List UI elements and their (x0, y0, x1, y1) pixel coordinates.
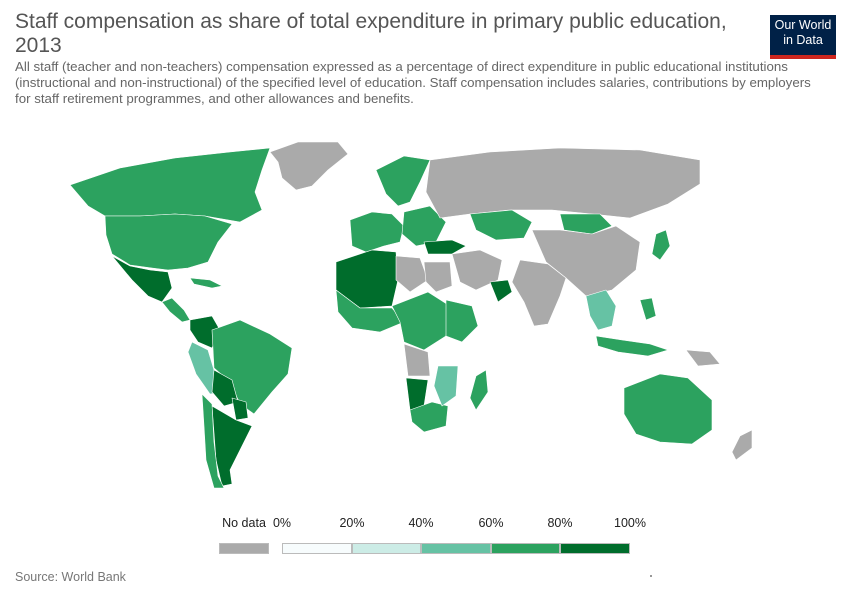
owid-logo[interactable]: Our World in Data (770, 15, 836, 59)
legend-bin-0-20[interactable] (282, 543, 352, 554)
region-caribbean[interactable] (189, 277, 223, 289)
region-australia[interactable] (623, 373, 713, 445)
region-japan[interactable] (651, 229, 671, 261)
legend-no-data-swatch (219, 543, 269, 554)
legend-bin-20-40[interactable] (352, 543, 421, 554)
region-libya[interactable] (395, 255, 429, 293)
region-east-africa[interactable] (445, 299, 479, 343)
region-scandinavia[interactable] (375, 155, 431, 207)
region-central-america[interactable] (161, 297, 191, 323)
region-central-africa[interactable] (391, 291, 451, 351)
legend-tick-0: 0% (272, 516, 292, 530)
world-map[interactable] (0, 130, 850, 510)
chart-subtitle: All staff (teacher and non-teachers) com… (15, 59, 811, 106)
legend-tick-60: 60% (478, 516, 504, 530)
region-western-europe[interactable] (349, 211, 405, 253)
region-oman[interactable] (489, 279, 513, 303)
region-turkey[interactable] (423, 239, 467, 255)
legend-tick-80: 80% (547, 516, 573, 530)
legend-no-data-label: No data (222, 516, 266, 530)
region-new-zealand[interactable] (731, 429, 753, 461)
legend-bin-40-60[interactable] (421, 543, 491, 554)
legend-tick-100: 100% (614, 516, 646, 530)
footer-dot (650, 575, 652, 577)
legend-bin-60-80[interactable] (491, 543, 560, 554)
region-madagascar[interactable] (469, 369, 489, 411)
logo-line-2: in Data (783, 33, 823, 47)
region-philippines[interactable] (639, 297, 657, 321)
region-united-states[interactable] (104, 213, 233, 271)
chart-title: Staff compensation as share of total exp… (15, 10, 727, 57)
region-west-africa[interactable] (335, 289, 405, 333)
region-mexico[interactable] (111, 255, 173, 303)
region-mongolia[interactable] (559, 213, 613, 235)
region-canada[interactable] (69, 147, 271, 223)
region-indonesia[interactable] (595, 335, 669, 357)
region-russia[interactable] (425, 147, 701, 219)
region-chile[interactable] (201, 393, 225, 489)
legend-bin-80-100[interactable] (560, 543, 630, 554)
region-papua-new-guinea[interactable] (685, 349, 721, 367)
source-note[interactable]: Source: World Bank (15, 570, 126, 584)
region-middle-east[interactable] (451, 249, 503, 291)
region-kazakhstan[interactable] (469, 209, 533, 241)
legend-tick-20: 20% (339, 516, 365, 530)
region-paraguay[interactable] (231, 397, 249, 421)
region-mozambique[interactable] (433, 365, 459, 407)
region-southeast-asia[interactable] (585, 289, 617, 331)
map-legend: No data 0% 20% 40% 60% 80% 100% (0, 510, 850, 560)
region-greenland[interactable] (269, 141, 349, 191)
region-argentina[interactable] (211, 405, 253, 487)
region-angola[interactable] (403, 343, 431, 377)
region-india[interactable] (511, 259, 567, 327)
region-egypt[interactable] (423, 261, 453, 293)
region-south-africa[interactable] (409, 401, 449, 433)
legend-tick-40: 40% (408, 516, 434, 530)
logo-line-1: Our World (774, 18, 832, 32)
region-bolivia[interactable] (211, 369, 239, 407)
